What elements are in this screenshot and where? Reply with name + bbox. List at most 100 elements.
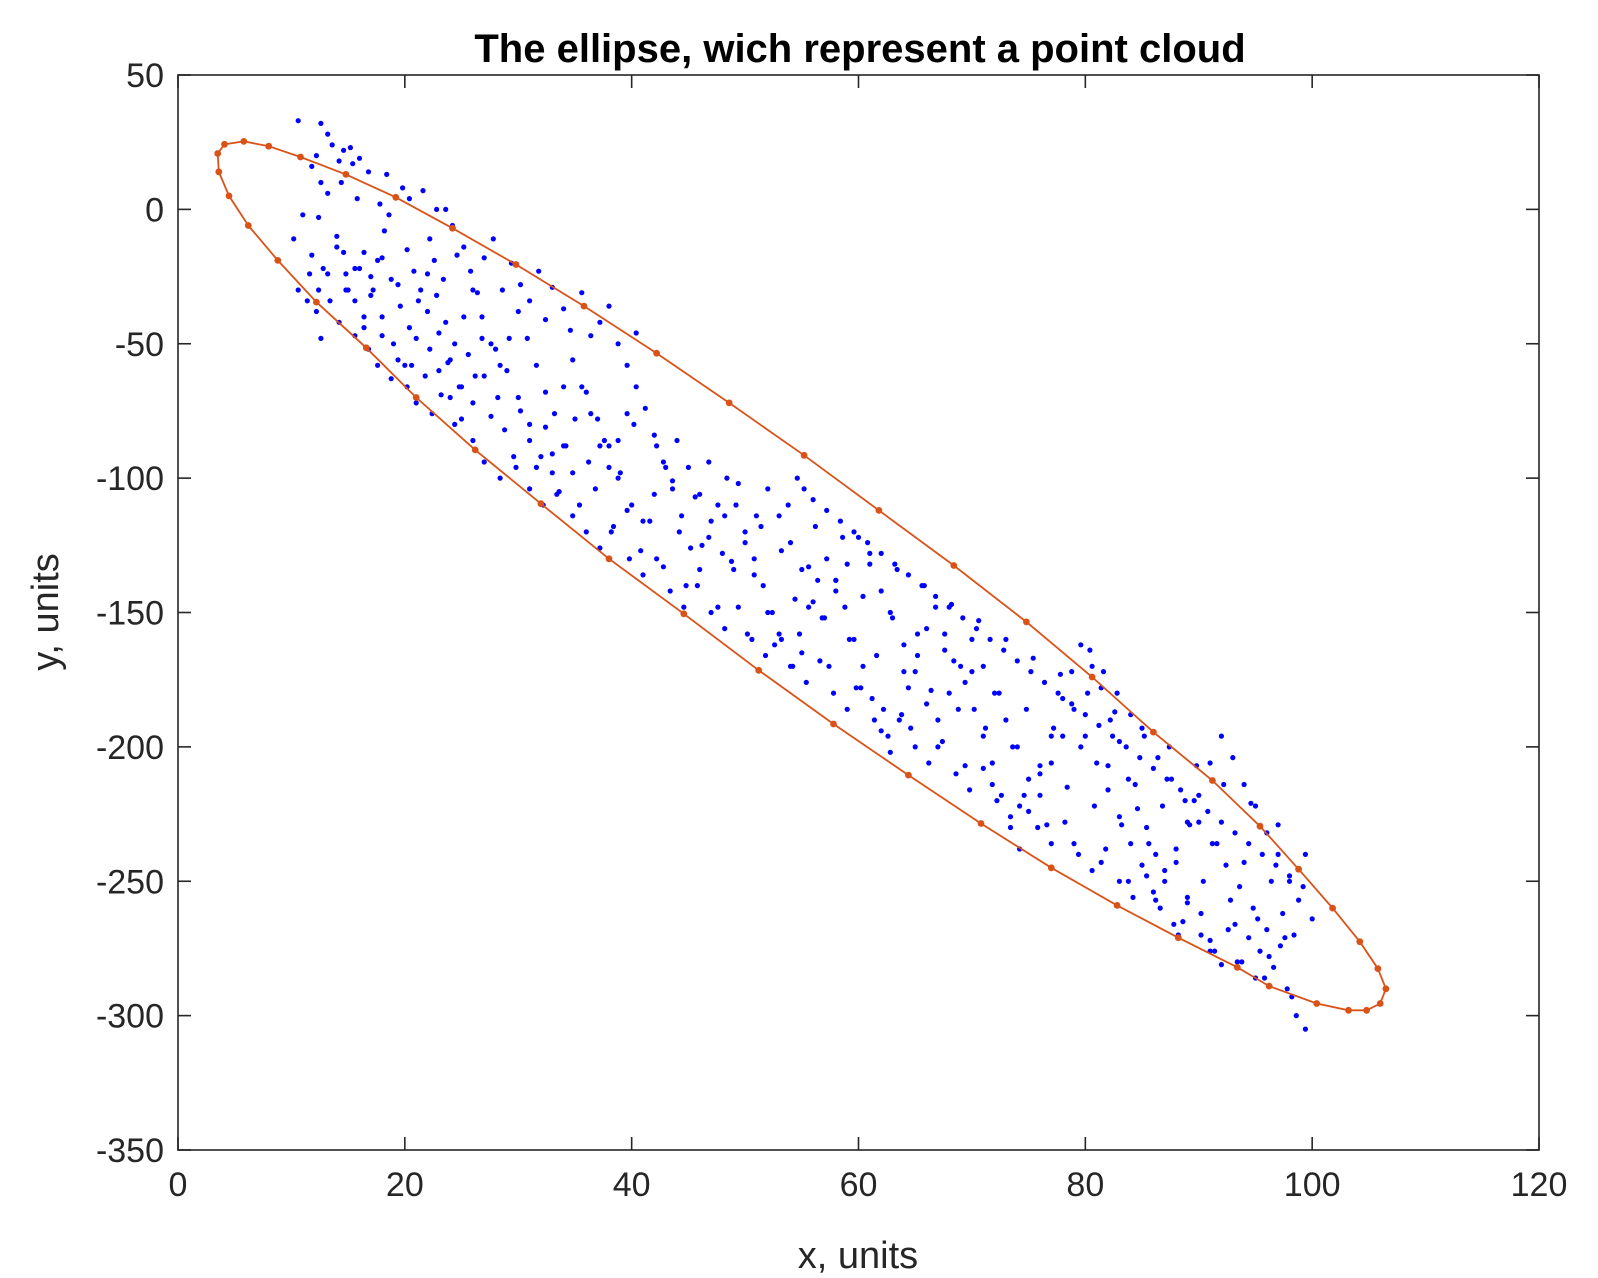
data-point bbox=[1282, 935, 1288, 941]
ellipse-marker bbox=[1113, 902, 1121, 909]
data-point bbox=[969, 669, 975, 675]
data-point bbox=[465, 351, 471, 358]
data-point bbox=[1098, 859, 1104, 866]
x-tick-label: 60 bbox=[840, 1166, 878, 1204]
data-point bbox=[1237, 884, 1243, 890]
data-point bbox=[1062, 819, 1068, 825]
data-point bbox=[688, 545, 694, 551]
data-point bbox=[998, 792, 1005, 798]
data-point bbox=[1155, 755, 1161, 761]
data-point bbox=[1150, 765, 1156, 772]
y-axis-label: y, units bbox=[25, 553, 67, 671]
data-point bbox=[309, 252, 315, 258]
data-point bbox=[495, 394, 501, 401]
y-tick-label: 50 bbox=[126, 57, 164, 95]
data-point bbox=[1150, 889, 1156, 895]
data-point bbox=[867, 561, 873, 567]
data-point bbox=[939, 738, 946, 745]
data-point bbox=[935, 717, 941, 723]
data-point bbox=[1250, 905, 1256, 911]
data-point bbox=[1173, 846, 1179, 852]
data-point bbox=[787, 540, 794, 546]
data-point bbox=[488, 341, 494, 347]
ellipse-marker bbox=[1363, 1006, 1370, 1014]
data-point bbox=[654, 443, 660, 449]
data-point bbox=[996, 690, 1002, 696]
ellipse-marker bbox=[1313, 1000, 1321, 1007]
data-point bbox=[504, 368, 510, 374]
ellipse-marker bbox=[537, 500, 545, 508]
data-point bbox=[753, 513, 760, 519]
data-point bbox=[885, 733, 891, 739]
data-point bbox=[1261, 975, 1268, 981]
data-point bbox=[608, 529, 614, 535]
data-point bbox=[1094, 760, 1100, 766]
data-point bbox=[588, 411, 594, 417]
data-point bbox=[440, 276, 446, 282]
data-point bbox=[502, 427, 508, 433]
data-point bbox=[905, 572, 912, 578]
data-point bbox=[470, 400, 476, 406]
x-tick-label: 100 bbox=[1284, 1166, 1341, 1204]
data-point bbox=[1198, 910, 1204, 917]
data-point bbox=[493, 346, 499, 352]
data-point bbox=[1218, 733, 1224, 739]
data-point bbox=[490, 236, 496, 242]
data-point bbox=[719, 550, 726, 557]
data-point bbox=[1082, 712, 1088, 718]
data-point bbox=[1234, 959, 1240, 965]
data-point bbox=[1141, 733, 1147, 739]
data-point bbox=[379, 314, 385, 320]
data-point bbox=[912, 744, 918, 750]
data-point bbox=[681, 604, 687, 610]
x-tick-label: 120 bbox=[1511, 1166, 1568, 1204]
data-point bbox=[810, 599, 816, 605]
data-point bbox=[1048, 841, 1054, 847]
data-point bbox=[765, 486, 771, 492]
data-point bbox=[1286, 878, 1293, 884]
data-point bbox=[422, 373, 428, 379]
data-point bbox=[980, 733, 986, 739]
data-point bbox=[640, 518, 646, 524]
data-point bbox=[438, 392, 444, 398]
data-point bbox=[624, 411, 630, 417]
data-point bbox=[708, 609, 714, 616]
data-point bbox=[642, 405, 648, 411]
ellipse-marker bbox=[1356, 938, 1364, 946]
data-point bbox=[844, 706, 850, 712]
data-point bbox=[551, 411, 558, 417]
data-point bbox=[458, 384, 465, 390]
data-point bbox=[479, 335, 485, 341]
data-point bbox=[951, 658, 957, 664]
ellipse-marker bbox=[800, 451, 808, 459]
data-point bbox=[840, 534, 846, 540]
data-point bbox=[837, 518, 844, 524]
data-point bbox=[874, 652, 880, 659]
data-point bbox=[855, 534, 862, 540]
data-point bbox=[1125, 776, 1131, 782]
data-point bbox=[1075, 851, 1082, 858]
data-point bbox=[812, 523, 819, 530]
data-point bbox=[762, 652, 769, 659]
data-point bbox=[955, 706, 961, 712]
y-tick-label: -100 bbox=[96, 460, 164, 498]
data-point bbox=[1296, 897, 1302, 903]
data-point bbox=[676, 529, 682, 535]
x-tick-label: 40 bbox=[613, 1166, 651, 1204]
data-point bbox=[697, 491, 703, 497]
data-point bbox=[1198, 932, 1204, 938]
data-point bbox=[806, 564, 812, 570]
data-point bbox=[880, 706, 887, 712]
data-point bbox=[1064, 784, 1070, 790]
data-point bbox=[592, 486, 599, 492]
data-point bbox=[942, 647, 948, 653]
data-point bbox=[515, 308, 521, 315]
data-point bbox=[1200, 878, 1206, 884]
data-point bbox=[1184, 900, 1190, 906]
data-point bbox=[1277, 943, 1283, 949]
data-point bbox=[368, 274, 374, 280]
ellipse-marker bbox=[512, 261, 520, 268]
data-point bbox=[1273, 862, 1279, 868]
ellipse-marker bbox=[605, 555, 613, 563]
data-point bbox=[1096, 722, 1102, 729]
